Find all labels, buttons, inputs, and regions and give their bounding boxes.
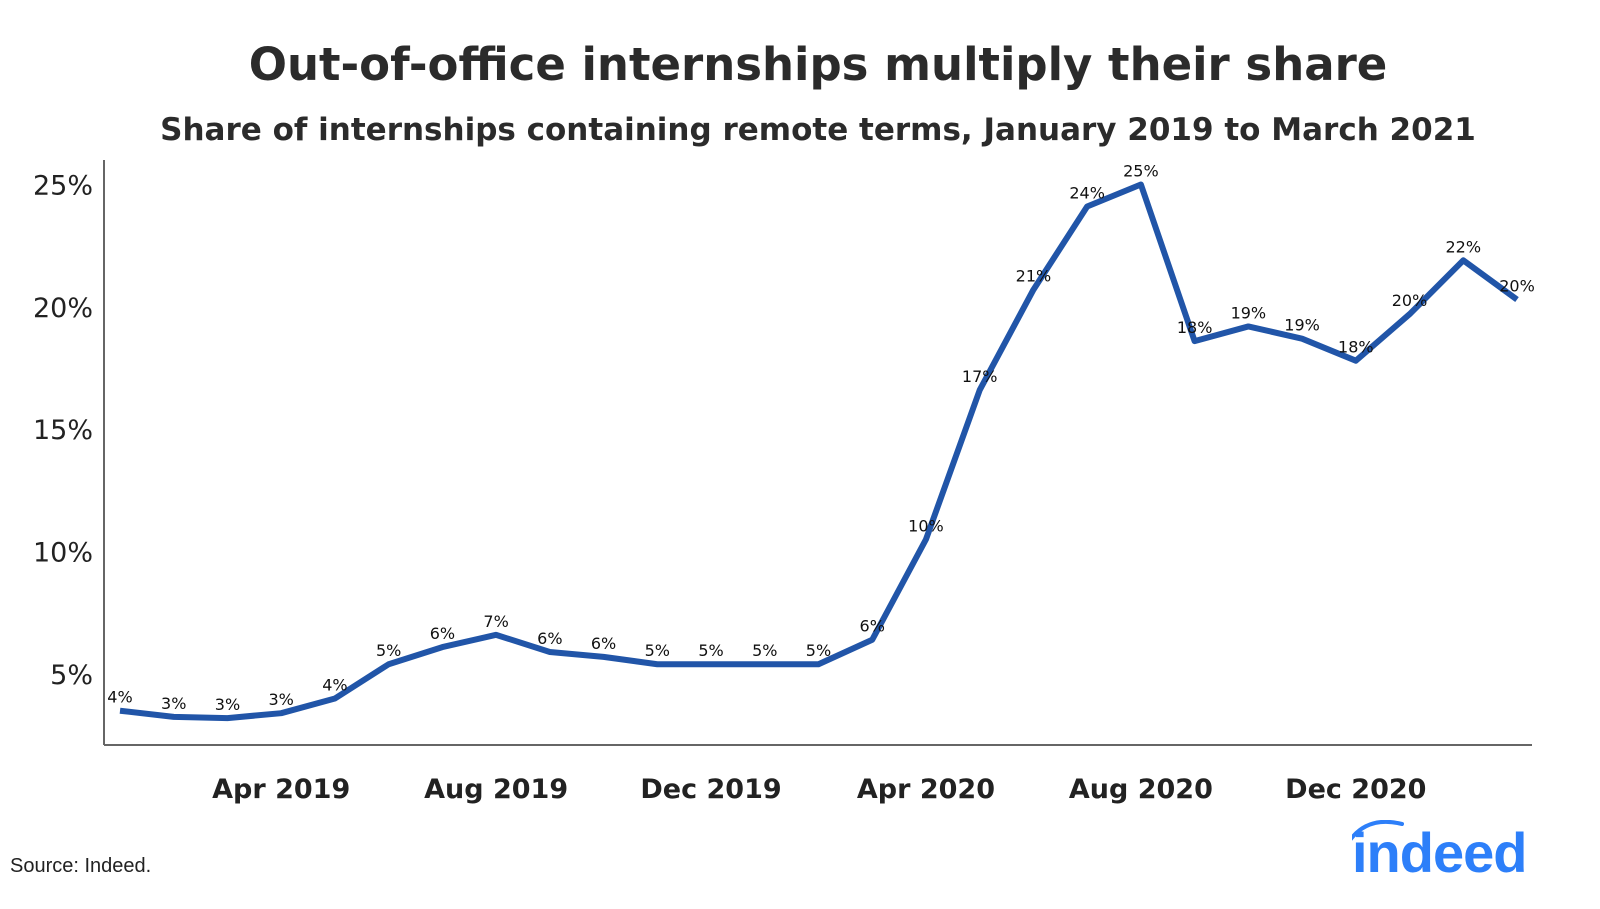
x-tick-label: Apr 2019 [212,774,350,805]
x-tick-label: Aug 2020 [1069,774,1213,805]
data-label: 24% [1069,184,1105,203]
data-label: 5% [752,641,777,660]
y-tick-label: 20% [33,293,93,324]
data-label: 18% [1177,318,1213,337]
x-tick-label: Dec 2019 [640,774,781,805]
logo-text: indeed [1352,821,1527,884]
data-label: 19% [1284,316,1320,335]
indeed-logo: indeed [1352,820,1542,890]
data-label: 25% [1123,161,1159,180]
data-label: 22% [1445,237,1481,256]
data-label: 21% [1016,267,1052,286]
data-label: 6% [430,624,455,643]
data-label: 4% [107,688,132,707]
x-tick-label: Dec 2020 [1285,774,1426,805]
data-label: 5% [698,641,723,660]
data-label: 10% [908,516,944,535]
data-label: 5% [376,641,401,660]
data-label: 3% [215,695,240,714]
data-label: 20% [1392,291,1428,310]
x-tick-label: Aug 2019 [424,774,568,805]
logo-arc-icon [1352,820,1404,841]
chart-title: Out-of-office internships multiply their… [248,38,1388,91]
data-label: 5% [645,641,670,660]
data-label: 6% [537,629,562,648]
data-label: 18% [1338,338,1374,357]
source-note: Source: Indeed. [10,855,152,877]
data-label: 3% [161,694,186,713]
data-label: 5% [806,641,831,660]
y-tick-label: 25% [33,170,93,201]
chart-subtitle: Share of internships containing remote t… [160,112,1476,148]
data-label: 19% [1231,303,1267,322]
data-label: 6% [860,617,885,636]
y-tick-label: 10% [33,538,93,569]
series-line [119,181,1519,722]
y-tick-label: 5% [50,660,93,691]
data-label: 6% [591,634,616,653]
data-label: 20% [1499,277,1535,296]
data-label: 4% [322,675,347,694]
data-label: 3% [268,690,293,709]
data-label: 7% [483,612,508,631]
x-tick-label: Apr 2020 [857,774,995,805]
y-tick-label: 15% [33,415,93,446]
data-label: 17% [962,367,998,386]
